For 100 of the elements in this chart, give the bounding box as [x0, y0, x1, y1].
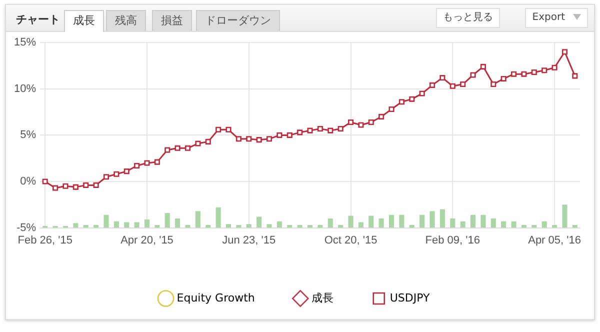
x-tick-label: Feb 26, '15	[18, 234, 72, 246]
bar	[246, 224, 252, 228]
bar	[266, 224, 272, 228]
point	[531, 69, 537, 76]
point	[236, 136, 242, 142]
point	[103, 174, 110, 180]
y-tick-label: 0%	[20, 176, 36, 188]
point	[256, 137, 262, 143]
point	[572, 73, 578, 79]
point	[144, 160, 150, 166]
point	[134, 162, 140, 169]
point	[500, 76, 506, 82]
point	[450, 83, 456, 89]
bar	[185, 225, 190, 228]
point	[307, 128, 313, 134]
x-tick-label: Apr 20, '15	[120, 234, 174, 246]
point	[62, 183, 68, 189]
point	[93, 182, 99, 188]
bar	[501, 221, 506, 228]
bar	[73, 223, 78, 228]
point	[562, 49, 568, 55]
bar	[256, 216, 262, 228]
point	[297, 130, 303, 136]
legend-label: 成長	[311, 291, 334, 304]
point	[328, 128, 334, 134]
text: Export	[525, 8, 588, 28]
bar	[276, 221, 282, 228]
y-tick-label: -5%	[16, 222, 36, 234]
bar	[440, 209, 445, 228]
y-tick-label: 5%	[20, 129, 36, 142]
point	[72, 184, 78, 190]
bar	[420, 214, 425, 228]
point	[184, 145, 191, 151]
point	[266, 136, 272, 142]
bar	[124, 222, 130, 228]
point	[124, 168, 130, 174]
point	[83, 182, 89, 188]
text: 損益	[152, 10, 192, 31]
point	[317, 126, 323, 132]
point	[409, 96, 415, 102]
bar	[144, 219, 150, 228]
text: 成長	[64, 10, 104, 32]
point	[174, 145, 180, 151]
bar	[134, 222, 140, 228]
bar	[104, 214, 109, 228]
point	[542, 68, 548, 74]
bar	[430, 211, 435, 228]
point	[460, 82, 466, 88]
y-tick-label: 10%	[14, 82, 36, 95]
bar	[195, 211, 200, 228]
point	[276, 132, 282, 138]
point	[205, 138, 211, 144]
text: もっと見る	[436, 8, 500, 28]
bar	[470, 214, 476, 228]
x-tick-label: Jun 23, '15	[222, 234, 276, 246]
x-tick-label: Apr 05, '16	[528, 234, 581, 246]
point	[521, 71, 527, 77]
point	[368, 119, 374, 126]
point	[429, 82, 436, 88]
point	[246, 136, 252, 142]
point	[154, 159, 160, 165]
text: 残高	[106, 10, 146, 31]
point	[226, 126, 232, 132]
point	[490, 82, 496, 88]
bar	[348, 216, 354, 228]
point	[419, 90, 425, 96]
point	[552, 64, 558, 70]
bar	[368, 216, 374, 228]
y-tick-label: 15%	[14, 36, 36, 49]
point	[216, 126, 222, 132]
point	[348, 119, 354, 126]
bar	[358, 222, 364, 228]
point	[114, 171, 120, 177]
bar	[378, 218, 384, 228]
bar	[450, 218, 456, 228]
bar	[175, 218, 180, 228]
bar	[226, 224, 232, 228]
bar	[460, 221, 466, 228]
bar	[164, 212, 170, 228]
point	[164, 147, 170, 153]
point	[480, 64, 486, 70]
point	[470, 72, 476, 78]
text: ドローダウン	[196, 10, 280, 31]
bar	[542, 221, 547, 228]
bar	[114, 221, 119, 228]
point	[52, 185, 58, 191]
point	[358, 122, 364, 128]
bar	[399, 214, 404, 228]
bar	[490, 218, 496, 228]
bar	[388, 214, 394, 228]
bar	[511, 221, 516, 228]
point	[286, 132, 292, 138]
point	[195, 140, 201, 146]
point	[388, 106, 394, 112]
x-tick-label: Feb 09, '16	[425, 234, 480, 246]
bar	[216, 207, 221, 228]
point	[398, 99, 404, 105]
legend-label: USDJPY	[390, 291, 430, 304]
bar	[480, 214, 486, 228]
point	[378, 114, 384, 120]
